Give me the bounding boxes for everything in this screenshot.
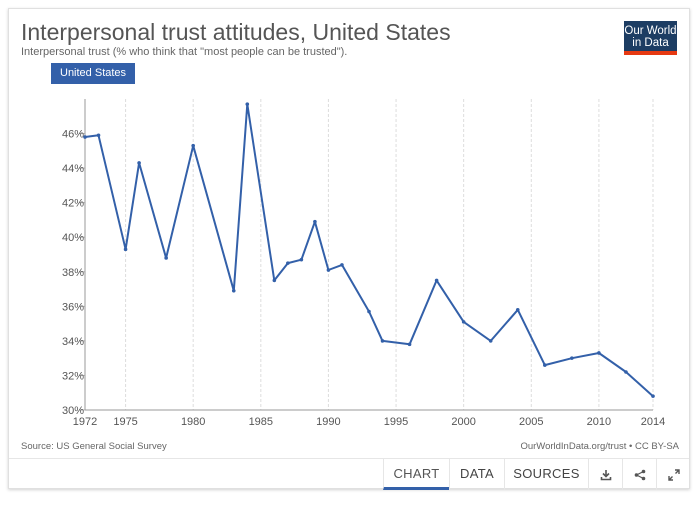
expand-icon [667, 468, 680, 481]
x-tick-label: 1995 [384, 416, 408, 428]
x-tick-label: 2010 [587, 416, 611, 428]
data-point [488, 339, 493, 343]
fullscreen-button[interactable] [656, 459, 690, 490]
chart-subtitle: Interpersonal trust (% who think that "m… [21, 46, 348, 58]
y-tick-label: 32% [62, 370, 84, 382]
y-tick-label: 42% [62, 198, 84, 210]
share-icon [634, 469, 645, 480]
data-point [434, 278, 439, 283]
data-point [624, 370, 628, 374]
data-point [245, 102, 250, 106]
y-tick-label: 40% [62, 232, 84, 244]
data-point [96, 133, 101, 138]
logo-line-1: Our World [624, 25, 677, 37]
data-point [380, 339, 385, 343]
x-tick-label: 2014 [641, 416, 665, 428]
data-point [543, 363, 547, 367]
data-point [515, 307, 520, 312]
source-note[interactable]: Source: US General Social Survey [21, 441, 167, 452]
x-tick-label: 1990 [316, 416, 340, 428]
data-point [123, 247, 128, 252]
tab-data[interactable]: DATA [449, 459, 504, 490]
entity-legend-chip[interactable]: United States [51, 63, 136, 84]
data-point [299, 257, 304, 262]
line-chart: 30% 32% 34% 36% 38% 40% 42% 44% 46% 1972 1975 1980 1… [62, 99, 665, 428]
data-point [651, 394, 655, 398]
data-point [231, 288, 236, 293]
data-point [286, 261, 290, 265]
logo-line-2: in Data [632, 37, 669, 49]
data-point [272, 278, 277, 283]
data-point [407, 342, 412, 347]
data-point [164, 256, 168, 260]
x-tick-label: 2005 [519, 416, 543, 428]
data-point [191, 143, 195, 148]
y-tick-label: 30% [62, 405, 84, 417]
tab-chart[interactable]: CHART [383, 459, 449, 490]
data-point [326, 268, 331, 272]
y-tick-label: 36% [62, 301, 84, 313]
y-tick-label: 38% [62, 267, 84, 279]
data-point [137, 161, 141, 165]
data-point [340, 263, 344, 267]
data-point [83, 135, 87, 139]
share-button[interactable] [622, 459, 656, 490]
x-tick-label: 1980 [181, 416, 205, 428]
y-tick-label: 44% [62, 163, 84, 175]
x-tick-label: 1972 [73, 416, 97, 428]
chart-title: Interpersonal trust attitudes, United St… [21, 19, 451, 45]
y-tick-label: 34% [62, 336, 84, 348]
chart-card: Interpersonal trust attitudes, United St… [8, 8, 690, 490]
x-tick-label: 2000 [451, 416, 475, 428]
license-note[interactable]: OurWorldInData.org/trust • CC BY-SA [520, 441, 679, 452]
x-tick-label: 1975 [113, 416, 137, 428]
data-point [597, 351, 601, 355]
data-point [461, 320, 466, 324]
download-button[interactable] [588, 459, 622, 490]
footer-toolbar: CHART DATA SOURCES [9, 458, 689, 490]
x-tick-label: 1985 [249, 416, 273, 428]
data-point [570, 356, 574, 360]
owid-logo[interactable]: Our World in Data [624, 21, 677, 55]
tab-sources[interactable]: SOURCES [504, 459, 588, 490]
data-point [367, 309, 371, 314]
download-icon [600, 469, 611, 480]
y-tick-label: 46% [62, 129, 84, 141]
data-point [313, 219, 317, 224]
series-line [84, 103, 654, 397]
